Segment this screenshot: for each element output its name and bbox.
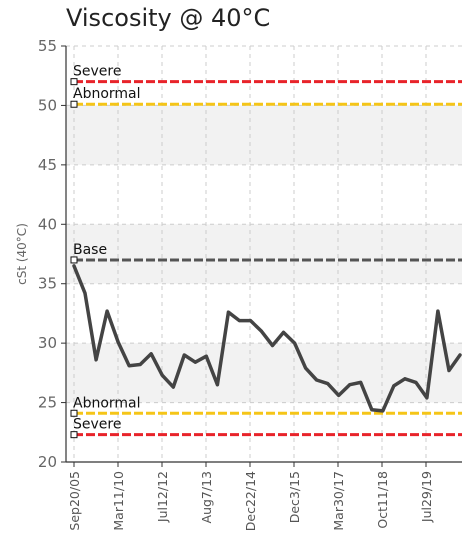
data-point-18 (271, 344, 274, 347)
data-point-2 (94, 358, 98, 362)
data-point-33 (436, 309, 440, 313)
ref-marker-0 (70, 78, 78, 86)
y-tick-label-20: 20 (38, 453, 57, 471)
ref-label-2: Base (73, 242, 107, 258)
data-point-0 (72, 264, 76, 268)
y-tick-label-40: 40 (38, 215, 57, 233)
y-axis-label: cSt (40°C) (15, 223, 29, 285)
data-point-5 (127, 364, 131, 368)
data-point-35 (458, 353, 462, 357)
ref-marker-4 (70, 431, 78, 439)
data-point-8 (160, 373, 164, 377)
data-point-10 (182, 353, 186, 357)
data-point-27 (370, 408, 374, 412)
data-point-31 (414, 380, 418, 384)
x-tick-label-6: Mar30/17 (331, 471, 346, 531)
ref-label-3: Abnormal (73, 395, 141, 411)
data-point-23 (326, 382, 330, 386)
band-25-30 (66, 343, 462, 403)
data-point-15 (237, 319, 241, 323)
x-tick-label-2: Jul12/12 (155, 471, 170, 523)
series-line-0 (72, 264, 462, 413)
data-point-19 (282, 330, 285, 334)
x-tick-label-1: Mar11/10 (111, 471, 126, 531)
data-point-24 (337, 393, 341, 397)
data-point-17 (260, 329, 263, 333)
chart-title: Viscosity @ 40°C (66, 4, 271, 32)
data-point-29 (392, 384, 396, 388)
band-35-40 (66, 224, 462, 284)
x-axis-ticks: Sep20/05 Mar11/10 Jul12/12 Aug7/13 Dec22/14 D… (67, 462, 434, 531)
data-point-32 (425, 396, 429, 400)
y-axis-ticks: 20 25 30 35 40 45 50 55 (38, 37, 66, 471)
y-tick-label-25: 25 (38, 394, 57, 412)
x-tick-label-7: Oct11/18 (375, 471, 390, 529)
chart-axes (65, 46, 462, 463)
band-45-50 (66, 105, 462, 165)
x-tick-label-5: Dec3/15 (287, 471, 302, 523)
data-point-26 (359, 380, 363, 384)
data-point-3 (105, 309, 109, 313)
x-tick-label-3: Aug7/13 (199, 471, 214, 523)
data-point-6 (138, 363, 142, 366)
x-tick-label-0: Sep20/05 (67, 471, 82, 531)
data-point-9 (171, 385, 175, 389)
ref-marker-1 (70, 100, 78, 108)
y-tick-label-45: 45 (38, 156, 57, 174)
data-point-12 (204, 354, 208, 358)
reference-lines: Severe Abnormal Base Abnormal Severe (70, 64, 462, 439)
ref-marker-3 (70, 409, 78, 417)
y-tick-label-55: 55 (38, 37, 57, 55)
data-point-25 (348, 383, 352, 387)
ref-label-0: Severe (73, 64, 121, 80)
x-tick-label-8: Jul29/19 (419, 471, 434, 523)
data-point-11 (193, 360, 197, 364)
data-point-7 (149, 352, 153, 356)
ref-label-4: Severe (73, 417, 121, 433)
data-point-20 (293, 341, 297, 345)
data-point-16 (249, 319, 252, 323)
data-point-21 (304, 366, 308, 370)
data-point-1 (83, 291, 87, 295)
data-series (72, 264, 462, 413)
y-tick-label-30: 30 (38, 334, 57, 352)
y-tick-label-35: 35 (38, 275, 57, 293)
data-point-22 (315, 378, 319, 382)
data-point-14 (226, 310, 230, 314)
ref-marker-2 (70, 256, 78, 264)
x-tick-label-4: Dec22/14 (243, 471, 258, 531)
data-point-13 (215, 383, 219, 387)
ref-label-1: Abnormal (73, 86, 141, 102)
data-point-28 (381, 409, 385, 413)
data-point-34 (447, 369, 451, 372)
y-tick-label-50: 50 (38, 96, 57, 114)
shaded-bands (66, 105, 462, 403)
data-point-4 (116, 340, 120, 344)
data-point-30 (403, 377, 407, 381)
